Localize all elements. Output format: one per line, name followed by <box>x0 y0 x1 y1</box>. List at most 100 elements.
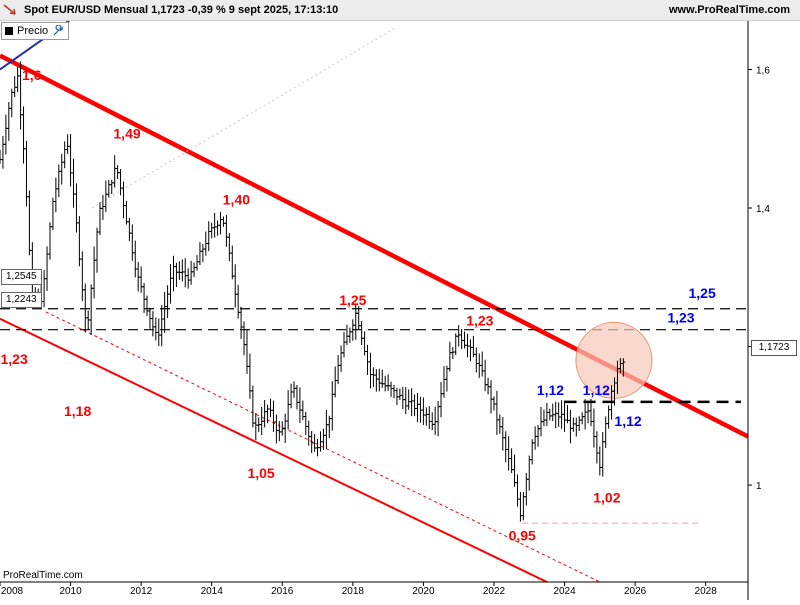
ohlc-bar <box>253 412 258 440</box>
ohlc-bar <box>433 406 438 435</box>
ohlc-bar <box>62 141 67 169</box>
price-annotation: 1,25 <box>339 292 366 308</box>
ohlc-bar <box>415 392 420 423</box>
ohlc-bar <box>336 354 341 385</box>
ohlc-bar <box>424 407 429 426</box>
price-annotation: 1,40 <box>223 192 250 208</box>
price-annotation: 1,23 <box>0 351 27 367</box>
ohlc-bar <box>447 341 452 372</box>
ohlc-bar <box>194 255 199 271</box>
ohlc-bar <box>574 417 579 437</box>
ohlc-bar <box>309 430 314 453</box>
ohlc-bar <box>92 246 97 299</box>
brand-link[interactable]: www.ProRealTime.com <box>668 4 790 16</box>
ohlc-bar <box>386 374 391 392</box>
x-tick-label: 2028 <box>695 586 718 597</box>
ohlc-bar <box>212 212 217 238</box>
y-tick-label: 1,6 <box>756 65 770 76</box>
x-tick-label: 2012 <box>130 586 153 597</box>
ohlc-bar <box>153 317 158 341</box>
ohlc-bar <box>330 381 335 431</box>
ohlc-bar <box>71 158 76 208</box>
y-tick-label: 1,4 <box>756 204 770 215</box>
ohlc-bar <box>215 220 220 236</box>
ohlc-bar <box>550 403 555 422</box>
x-tick-label: 2008 <box>1 586 24 597</box>
ohlc-bar <box>577 416 582 431</box>
ohlc-bar <box>377 368 382 392</box>
highlight-circle <box>575 321 653 399</box>
ohlc-bar <box>0 149 2 164</box>
ohlc-bar <box>503 431 508 463</box>
ohlc-bar <box>100 194 105 220</box>
ohlc-bar <box>553 401 558 429</box>
ohlc-bar <box>53 177 58 213</box>
trendline-upper-channel-dotted <box>91 27 396 209</box>
price-annotation: 1,18 <box>64 403 91 419</box>
ohlc-bar <box>606 405 611 429</box>
ohlc-bar <box>586 401 591 424</box>
ohlc-bar <box>150 311 155 337</box>
ohlc-bar <box>56 164 61 198</box>
price-annotation: 1,25 <box>689 285 716 301</box>
ohlc-bar <box>59 153 64 185</box>
ohlc-bar <box>430 412 435 431</box>
ohlc-bar <box>177 261 182 281</box>
ohlc-bar <box>400 387 405 410</box>
ohlc-bar <box>621 358 626 377</box>
series-legend-button[interactable]: Precio <box>1 22 70 40</box>
ohlc-bar <box>121 181 126 219</box>
ohlc-bar <box>139 266 144 293</box>
ohlc-bar <box>95 227 100 273</box>
ohlc-bar <box>389 381 394 397</box>
ohlc-bar <box>124 200 129 225</box>
ohlc-bar <box>192 262 197 278</box>
ohlc-bar <box>277 421 282 442</box>
plot-area: 1,6 1,49 1,40 1,25 1,23 1,23 1,18 1,05 0,95 1,02 1… <box>0 21 748 582</box>
ohlc-bar <box>294 384 299 410</box>
ohlc-bar <box>480 351 485 377</box>
ohlc-bar <box>468 339 473 362</box>
ohlc-bar <box>497 414 502 434</box>
ohlc-bar <box>250 385 255 428</box>
ohlc-bar <box>171 255 176 292</box>
ohlc-bar <box>115 165 120 179</box>
ohlc-bar <box>165 285 170 319</box>
ohlc-bar <box>145 295 150 317</box>
ohlc-bar <box>474 347 479 373</box>
ohlc-bar <box>3 114 8 155</box>
last-price-tag: 1,1723 <box>751 340 797 356</box>
ohlc-bar <box>527 455 532 491</box>
ohlc-bar <box>494 390 499 435</box>
price-annotation: 1,6 <box>22 67 42 83</box>
ohlc-bar <box>109 179 114 195</box>
ohlc-bar <box>42 270 47 308</box>
ohlc-bar <box>218 211 223 235</box>
wrench-icon[interactable] <box>52 25 64 37</box>
ohlc-bar <box>168 264 173 304</box>
price-annotation: 1,12 <box>614 413 641 429</box>
ohlc-bar <box>374 369 379 392</box>
ohlc-bar <box>533 426 538 450</box>
ohlc-bar <box>242 321 247 356</box>
ohlc-bar <box>286 390 291 430</box>
y-tick-label: 1 <box>756 481 762 492</box>
ohlc-bar <box>47 222 52 260</box>
ohlc-bar <box>500 416 505 451</box>
ohlc-bar <box>580 412 585 425</box>
ohlc-bar <box>594 431 599 464</box>
ohlc-bar <box>50 197 55 231</box>
ohlc-bar <box>368 352 373 389</box>
ohlc-bar <box>271 400 276 432</box>
ohlc-bar <box>283 413 288 443</box>
price-annotation: 1,23 <box>466 313 493 329</box>
ohlc-bar <box>427 406 432 429</box>
ohlc-bar <box>450 347 455 360</box>
ohlc-bar <box>524 473 529 506</box>
ohlc-bar <box>409 388 414 417</box>
ohlc-bar <box>221 216 226 227</box>
ohlc-bar <box>268 398 273 418</box>
ohlc-bar <box>106 179 111 198</box>
x-tick-label: 2014 <box>201 586 224 597</box>
